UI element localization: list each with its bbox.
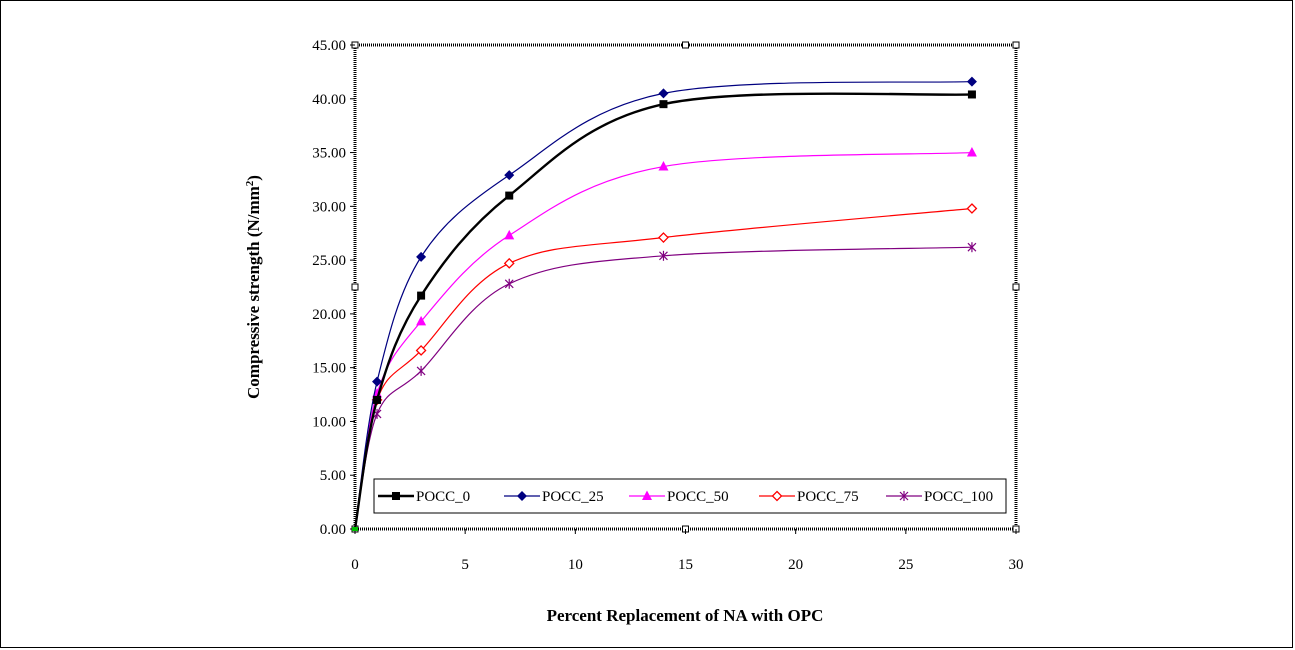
data-point	[966, 203, 978, 214]
legend-label: POCC_75	[797, 489, 859, 505]
legend-label: POCC_0	[416, 489, 470, 505]
legend-marker	[517, 491, 527, 501]
frame-handle	[351, 283, 359, 291]
legend-item: POCC_0	[378, 489, 470, 505]
legend-marker	[392, 492, 400, 500]
data-point	[415, 345, 427, 356]
plot-area-border	[353, 43, 1018, 531]
data-point	[658, 88, 669, 99]
data-point	[373, 395, 382, 404]
series-layer	[352, 76, 978, 531]
data-point	[966, 147, 977, 157]
data-point	[504, 170, 515, 181]
data-point	[659, 100, 668, 109]
legend-marker	[642, 490, 652, 500]
y-tick-label: 10.00	[312, 414, 346, 430]
data-point	[659, 250, 668, 261]
data-point	[416, 315, 427, 326]
y-tick-label: 5.00	[320, 468, 346, 484]
y-tick-label: 0.00	[320, 522, 346, 538]
series-pocc-25	[354, 76, 977, 530]
data-point	[967, 242, 977, 253]
data-point	[967, 90, 976, 99]
data-point	[416, 251, 427, 262]
x-tick-label: 10	[568, 557, 583, 573]
series-line	[354, 80, 972, 530]
legend-item: POCC_25	[504, 489, 604, 505]
legend-label: POCC_100	[924, 489, 993, 505]
plot-frame	[351, 41, 1020, 533]
series-pocc-0	[353, 90, 976, 530]
legend: POCC_0 POCC_25 POCC_50 POCC_75 POCC_100	[373, 478, 1007, 514]
data-point	[505, 191, 514, 200]
y-tick-label: 25.00	[312, 253, 346, 269]
y-tick-label: 45.00	[312, 38, 346, 54]
series-line	[353, 92, 972, 530]
x-tick-label: 30	[1009, 557, 1024, 573]
x-tick-label: 20	[788, 557, 803, 573]
data-point	[503, 257, 515, 269]
x-tick-label: 25	[898, 557, 913, 573]
data-point	[416, 365, 426, 376]
series-pocc-100	[354, 242, 977, 530]
data-point	[417, 291, 426, 300]
y-axis-title-main: Compressive strength (N/mm	[244, 186, 263, 399]
y-axis-title: Compressive strength (N/mm2)	[244, 175, 263, 399]
x-tick-label: 15	[678, 557, 693, 573]
x-tick-label: 0	[351, 557, 359, 573]
legend-item: POCC_50	[629, 489, 729, 505]
y-tick-label: 40.00	[312, 92, 346, 108]
legend-label: POCC_25	[542, 489, 604, 505]
y-tick-label: 20.00	[312, 307, 346, 323]
data-point	[504, 229, 515, 240]
x-axis-title: Percent Replacement of NA with OPC	[547, 606, 824, 625]
y-tick-label: 15.00	[312, 361, 346, 377]
y-tick-label: 35.00	[312, 146, 346, 162]
frame-handle	[1012, 41, 1020, 49]
data-point	[966, 76, 977, 87]
y-axis: 0.00 5.00 10.00 15.00 20.00 25.00 30.00 35.00 40…	[312, 38, 355, 538]
data-point	[504, 278, 514, 289]
legend-item: POCC_100	[886, 489, 993, 505]
origin-point	[352, 527, 358, 531]
frame-handle	[1012, 283, 1020, 291]
x-tick-label: 5	[461, 557, 469, 573]
legend-label: POCC_50	[667, 489, 729, 505]
legend-marker	[899, 491, 909, 501]
series-line	[354, 151, 972, 530]
data-point	[372, 376, 383, 387]
frame-handle	[682, 41, 689, 49]
y-tick-label: 30.00	[312, 199, 346, 215]
data-point	[658, 161, 669, 171]
legend-item: POCC_75	[759, 489, 859, 505]
data-point	[658, 232, 669, 243]
y-axis-title-sup: 2	[244, 180, 256, 186]
legend-marker	[771, 490, 783, 502]
y-axis-title-close: )	[244, 175, 263, 181]
x-axis: 0 5 10 15 20 25 30	[351, 529, 1024, 573]
